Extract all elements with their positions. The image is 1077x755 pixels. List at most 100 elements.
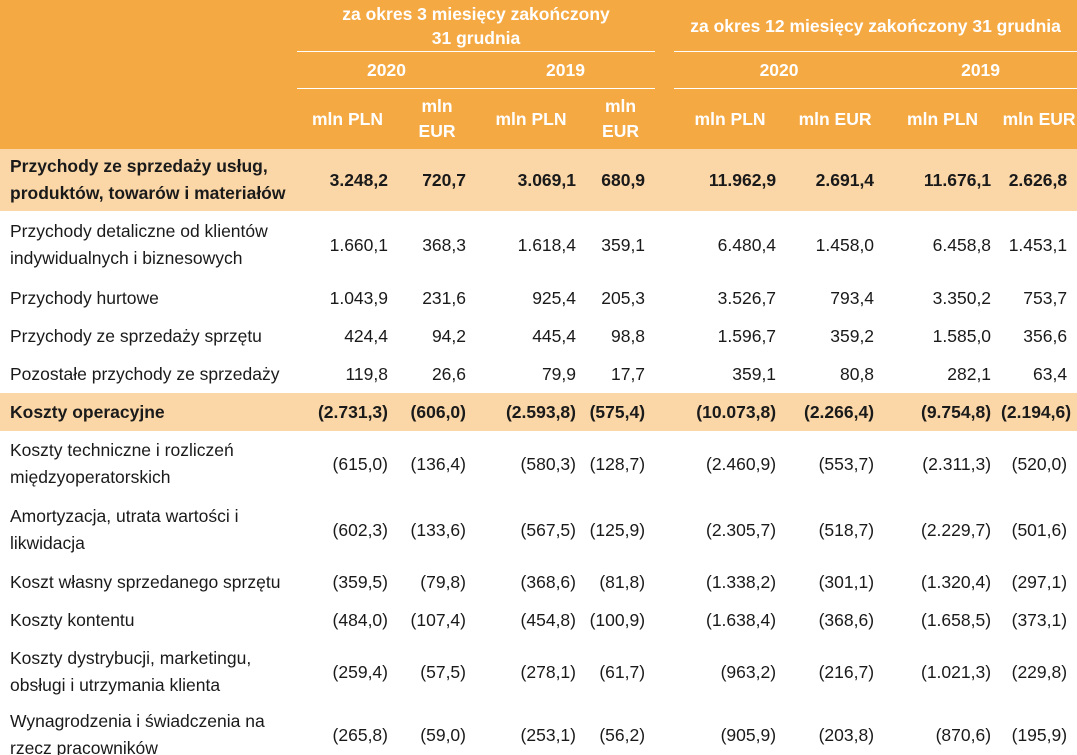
cell-value: (2.311,3)	[922, 453, 992, 474]
cell-value: (1.658,5)	[921, 609, 992, 630]
header-unit: mln PLN	[297, 89, 398, 149]
table-row: Koszt własny sprzedanego sprzętu (359,5)…	[0, 563, 1077, 601]
header-period-3m: za okres 3 miesięcy zakończony 31 grudni…	[297, 0, 656, 52]
cell-value: 11.676,1	[884, 149, 1002, 211]
cell-value: (1.021,3)	[921, 661, 992, 682]
cell-value: (57,5)	[420, 661, 466, 682]
cell-value: (1.338,2)	[706, 571, 777, 592]
cell-value: (229,8)	[1011, 661, 1068, 682]
cell-value: 1.453,1	[1008, 234, 1068, 255]
row-label: Przychody ze sprzedaży usług, produktów,…	[0, 149, 297, 211]
header-corner	[0, 0, 297, 52]
cell-value: (963,2)	[720, 661, 777, 682]
cell-value: 98,8	[610, 325, 646, 346]
table-row: Koszty dystrybucji, marketingu, obsługi …	[0, 639, 1077, 705]
cell-value: (484,0)	[332, 609, 388, 630]
cell-value: (125,9)	[589, 519, 646, 540]
row-label: Przychody hurtowe	[10, 287, 159, 308]
table-row: Koszty techniczne i rozliczeń międzyoper…	[0, 431, 1077, 497]
cell-value: (253,1)	[520, 724, 576, 745]
header-period-12m: za okres 12 miesięcy zakończony 31 grudn…	[674, 0, 1077, 52]
cell-value: (265,8)	[332, 724, 388, 745]
gap-cell	[655, 393, 675, 431]
gap-cell	[655, 279, 674, 317]
cell-value: 753,7	[1023, 287, 1068, 308]
cell-value: (100,9)	[589, 609, 646, 630]
header-unit: mln PLN	[476, 89, 586, 149]
cell-value: 1.043,9	[329, 287, 388, 308]
header-row-years: 2020 2019 2020 2019	[0, 52, 1077, 89]
cell-value: 1.618,4	[517, 234, 576, 255]
cell-value: (195,9)	[1011, 724, 1068, 745]
cell-value: 80,8	[839, 363, 875, 384]
cell-value: 94,2	[431, 325, 466, 346]
header-unit: mln EUR	[1001, 89, 1077, 149]
cell-value: 359,1	[601, 234, 646, 255]
cell-value: (373,1)	[1011, 609, 1068, 630]
cell-value: 3.350,2	[932, 287, 992, 308]
cell-value: 445,4	[532, 325, 576, 346]
table-row: Przychody ze sprzedaży sprzętu 424,4 94,…	[0, 317, 1077, 355]
cell-value: (368,6)	[818, 609, 875, 630]
header-row-period: za okres 3 miesięcy zakończony 31 grudni…	[0, 0, 1077, 52]
gap-cell	[655, 639, 674, 705]
table-row: Pozostałe przychody ze sprzedaży 119,8 2…	[0, 355, 1077, 393]
gap-cell	[655, 705, 674, 755]
cell-value: (79,8)	[420, 571, 466, 592]
cell-value: 1.660,1	[329, 234, 388, 255]
cell-value: (56,2)	[599, 724, 646, 745]
header-year-12m-2020: 2020	[674, 52, 885, 89]
cell-value: (905,9)	[720, 724, 777, 745]
cell-value: 793,4	[830, 287, 875, 308]
header-unit: mln EUR	[786, 89, 885, 149]
cell-value: (615,0)	[332, 453, 388, 474]
cell-value: 359,2	[830, 325, 875, 346]
cell-value: 3.069,1	[476, 149, 586, 211]
cell-value: 1.585,0	[932, 325, 992, 346]
cell-value: (567,5)	[520, 519, 576, 540]
cell-value: 231,6	[422, 287, 466, 308]
header-unit: mln EUR	[398, 89, 476, 149]
cell-value: 205,3	[601, 287, 646, 308]
cell-value: (501,6)	[1011, 519, 1068, 540]
cell-value: (518,7)	[818, 519, 875, 540]
cell-value: 368,3	[422, 234, 466, 255]
cell-value: 282,1	[947, 363, 992, 384]
cell-value: (278,1)	[520, 661, 576, 682]
row-label: Koszty techniczne i rozliczeń międzyoper…	[10, 440, 234, 487]
row-label: Przychody detaliczne od klientów indywid…	[10, 221, 268, 268]
cell-value: (368,6)	[520, 571, 576, 592]
cell-value: (575,4)	[586, 393, 656, 431]
cell-value: 119,8	[345, 363, 389, 384]
row-label: Koszty dystrybucji, marketingu, obsługi …	[10, 648, 252, 695]
cell-value: 6.480,4	[717, 234, 777, 255]
gap-cell	[655, 497, 674, 563]
header-year-3m-2019: 2019	[476, 52, 656, 89]
header-unit: mln PLN	[674, 89, 787, 149]
gap-cell	[655, 431, 674, 497]
header-row-units: mln PLN mln EUR mln PLN mln EUR mln PLN …	[0, 89, 1077, 149]
cell-value: (216,7)	[818, 661, 875, 682]
cell-value: (301,1)	[818, 571, 875, 592]
header-corner	[0, 52, 297, 89]
cell-value: (454,8)	[520, 609, 576, 630]
row-label: Wynagrodzenia i świadczenia na rzecz pra…	[10, 711, 265, 755]
cell-value: (9.754,8)	[884, 393, 1002, 431]
gap-cell	[655, 355, 674, 393]
cell-value: 63,4	[1033, 363, 1068, 384]
cell-value: (2.266,4)	[786, 393, 885, 431]
cell-value: (606,0)	[398, 393, 476, 431]
row-label: Przychody ze sprzedaży sprzętu	[10, 325, 262, 346]
cell-value: 356,6	[1023, 325, 1068, 346]
cell-value: 1.596,7	[717, 325, 777, 346]
cell-value: (297,1)	[1011, 571, 1068, 592]
cell-value: (2.305,7)	[706, 519, 777, 540]
gap-cell	[655, 317, 674, 355]
cell-value: (2.593,8)	[476, 393, 586, 431]
cell-value: 925,4	[532, 287, 576, 308]
gap-cell	[655, 211, 674, 279]
row-label: Koszty kontentu	[10, 609, 135, 630]
table-row: Amortyzacja, utrata wartości i likwidacj…	[0, 497, 1077, 563]
cell-value: (1.320,4)	[921, 571, 992, 592]
cell-value: (870,6)	[935, 724, 992, 745]
